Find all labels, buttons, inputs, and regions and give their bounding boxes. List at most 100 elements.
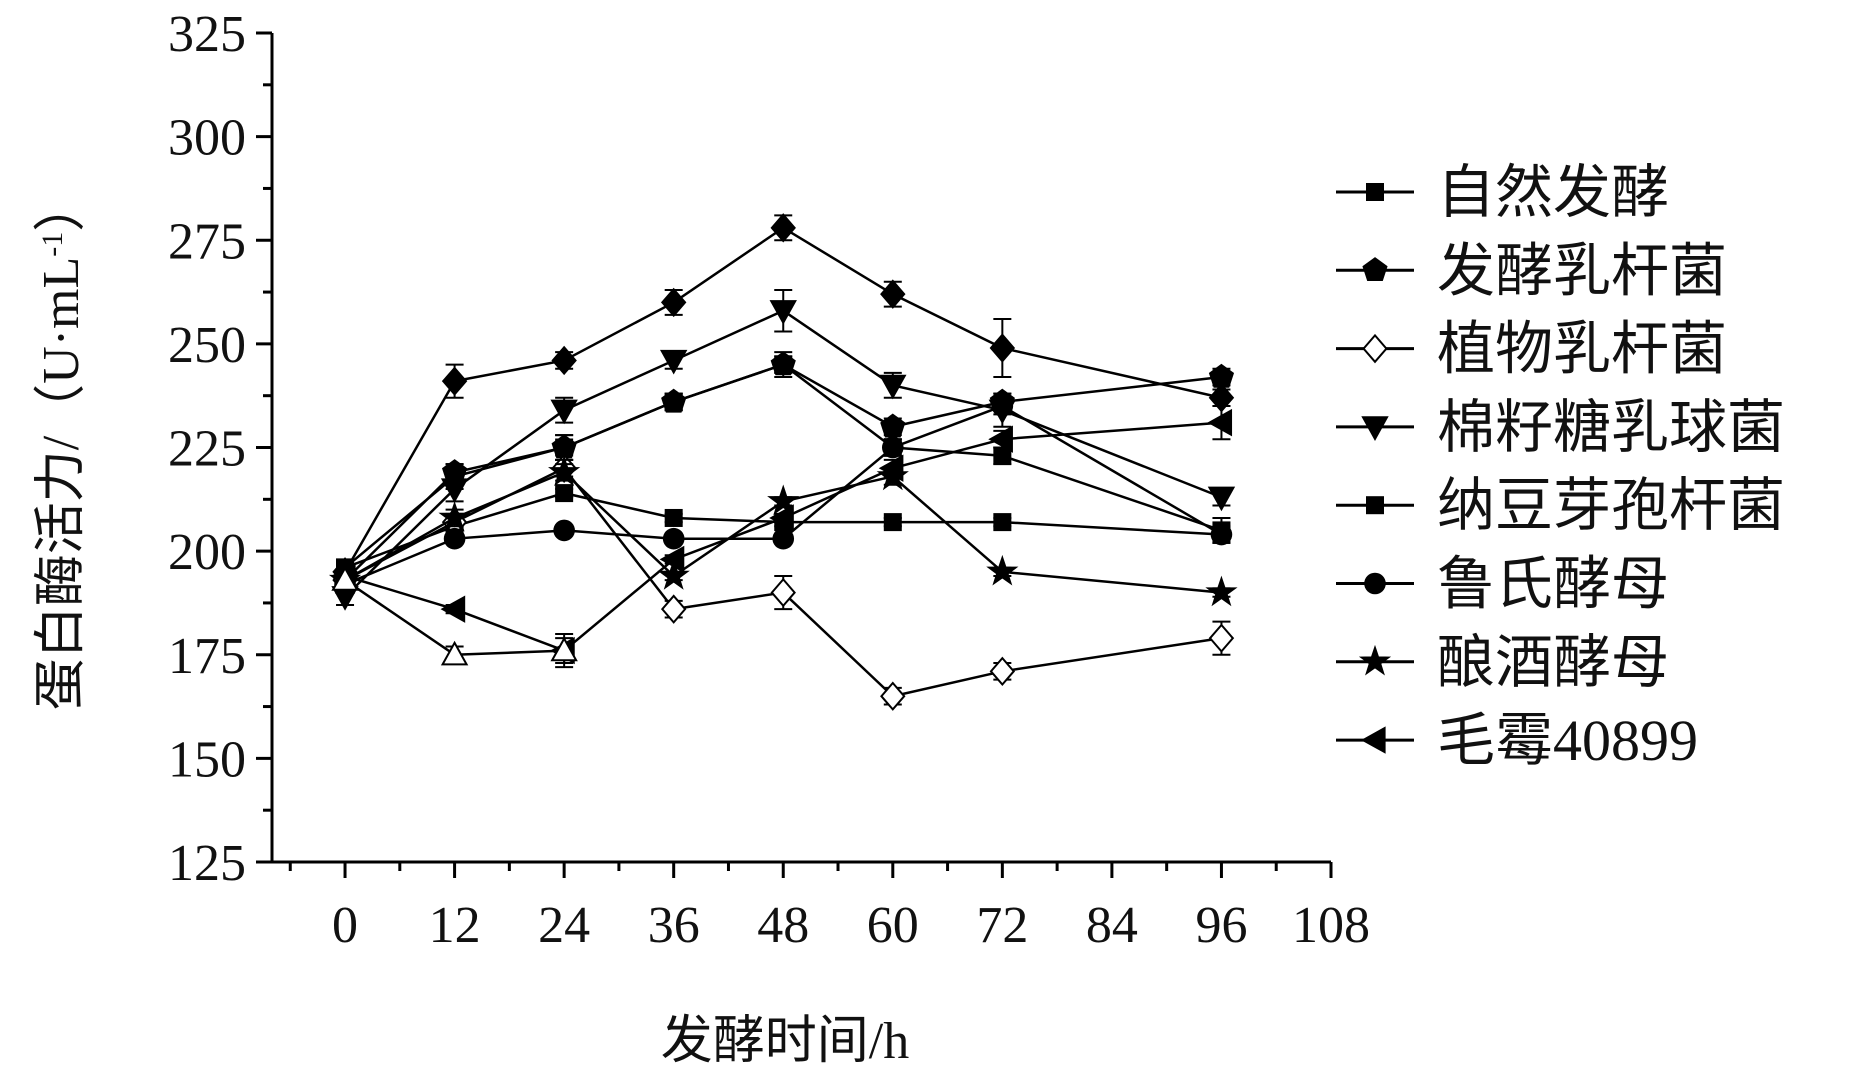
legend-item: 棉籽糖乳球菌 <box>1336 395 1785 460</box>
data-point <box>1208 623 1235 653</box>
legend-item: 酿酒酵母 <box>1336 630 1669 695</box>
y-tick-label: 200 <box>168 524 246 581</box>
series-line <box>343 226 1222 573</box>
data-point <box>993 446 1012 465</box>
data-point <box>880 279 906 309</box>
data-point <box>770 577 796 608</box>
data-point <box>441 366 468 396</box>
x-tick-label: 84 <box>1086 897 1138 954</box>
legend-marker <box>1361 416 1389 441</box>
x-tick-label: 0 <box>332 897 358 954</box>
data-point <box>769 504 794 532</box>
data-point <box>662 527 685 550</box>
x-tick-label: 12 <box>429 897 481 954</box>
legend: 自然发酵发酵乳杆菌植物乳杆菌棉籽糖乳球菌纳豆芽孢杆菌鲁氏酵母酿酒酵母毛霉4089… <box>1336 160 1785 773</box>
data-point <box>331 566 359 591</box>
data-point <box>445 467 464 486</box>
series-line <box>344 421 1222 653</box>
legend-label: 纳豆芽孢杆菌 <box>1437 473 1785 538</box>
data-point <box>883 513 902 532</box>
data-point <box>881 436 904 459</box>
data-point <box>988 425 1013 453</box>
legend-marker <box>1366 496 1384 515</box>
data-point <box>1210 523 1233 546</box>
legend-marker <box>1362 333 1388 364</box>
y-tick-label: 250 <box>168 317 246 374</box>
data-point <box>440 595 466 623</box>
data-point <box>438 501 471 532</box>
legend-marker <box>1362 257 1388 282</box>
data-point <box>664 392 683 411</box>
data-point <box>993 513 1012 532</box>
legend-label: 棉籽糖乳球菌 <box>1437 395 1785 460</box>
data-point <box>989 333 1016 363</box>
legend-label: 鲁氏酵母 <box>1437 552 1669 617</box>
y-tick-label: 150 <box>168 731 246 788</box>
series-line <box>344 466 1222 698</box>
data-point <box>878 454 904 482</box>
y-axis-title: 蛋白酶活力/（U·mL-1） <box>33 180 90 711</box>
legend-item: 植物乳杆菌 <box>1336 317 1727 382</box>
data-point <box>659 545 685 574</box>
legend-marker <box>1360 726 1386 754</box>
plot-area <box>328 213 1238 711</box>
data-point <box>772 527 795 550</box>
data-point <box>443 527 466 550</box>
data-point <box>991 395 1014 417</box>
legend-label: 酿酒酵母 <box>1437 630 1669 695</box>
legend-marker <box>1364 572 1386 595</box>
legend-marker <box>1358 644 1392 676</box>
axes: 125 150 175 200 225 250 275 300 325 0 12 24 36 48 60 72… <box>168 6 1370 954</box>
series-2 <box>332 351 1235 591</box>
y-tick-label: 275 <box>168 213 246 270</box>
data-point <box>1207 486 1236 512</box>
data-point <box>769 300 797 325</box>
data-point <box>660 287 687 318</box>
data-point <box>770 213 796 243</box>
data-point <box>555 484 574 503</box>
y-axis-title-main: 蛋白酶活力/（U·mL <box>33 257 90 711</box>
legend-label: 植物乳杆菌 <box>1437 317 1727 382</box>
legend-marker <box>1366 183 1384 201</box>
data-point <box>659 349 688 375</box>
data-point <box>879 374 907 400</box>
data-point <box>664 508 683 527</box>
y-axis-title-close: ） <box>33 180 90 232</box>
y-tick-label: 175 <box>168 628 246 685</box>
data-point <box>767 484 800 516</box>
x-tick-label: 72 <box>976 897 1028 954</box>
data-point <box>550 399 578 425</box>
y-tick-label: 125 <box>168 835 246 892</box>
legend-item: 发酵乳杆菌 <box>1336 238 1727 303</box>
legend-item: 自然发酵 <box>1336 160 1669 225</box>
data-point <box>1207 408 1233 437</box>
data-point <box>550 636 578 662</box>
data-point <box>1205 575 1238 607</box>
legend-item: 毛霉40899 <box>1336 708 1698 773</box>
series-4 <box>331 288 1236 611</box>
legend-label: 发酵乳杆菌 <box>1437 238 1727 303</box>
x-axis-title: 发酵时间/h <box>661 1013 909 1070</box>
data-point <box>989 656 1016 687</box>
y-tick-label: 300 <box>168 110 246 167</box>
x-tick-label: 36 <box>648 897 700 954</box>
y-tick-label: 225 <box>168 421 246 478</box>
data-point <box>880 681 906 711</box>
x-tick-label: 24 <box>538 897 590 954</box>
series-line <box>344 491 1222 569</box>
series-10 <box>331 566 578 669</box>
x-tick-label: 48 <box>757 897 809 954</box>
data-point <box>1208 383 1235 413</box>
data-point <box>774 355 793 374</box>
series-line <box>344 363 1222 569</box>
series-9 <box>332 213 1235 587</box>
legend-label: 毛霉40899 <box>1437 708 1698 773</box>
x-tick-label: 60 <box>867 897 919 954</box>
y-tick-label: 325 <box>168 6 246 63</box>
data-point <box>880 413 906 438</box>
data-point <box>551 345 577 376</box>
legend-item: 鲁氏酵母 <box>1336 552 1669 617</box>
data-point <box>440 640 469 666</box>
y-axis-title-sup: -1 <box>36 232 69 257</box>
series-line <box>344 309 1222 598</box>
